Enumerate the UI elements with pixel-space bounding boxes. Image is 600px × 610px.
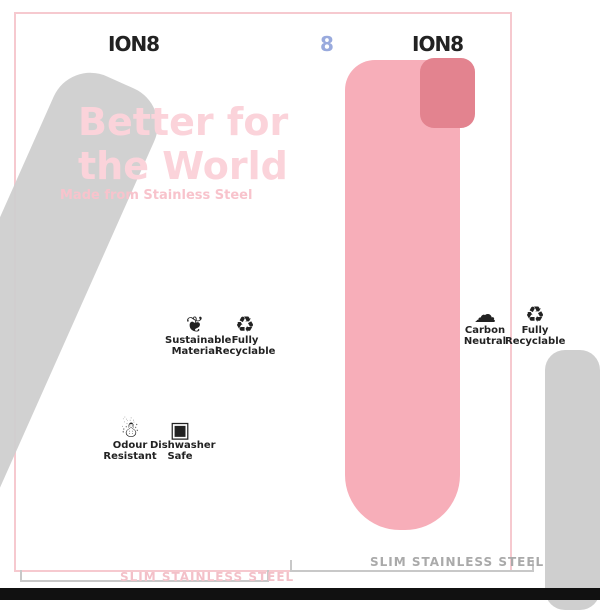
headline-subtitle: Made from Stainless Steel xyxy=(60,188,253,203)
bracket-left xyxy=(20,570,269,582)
feature-label: Odour Resistant xyxy=(103,440,157,462)
carbon-icon: ☁ xyxy=(474,303,496,328)
feature-label: Dishwasher Safe xyxy=(150,440,216,462)
brand-logo: ION8 xyxy=(108,32,160,56)
feature-item: ❦ Sustainable Material xyxy=(165,313,231,358)
recycle-icon: ♻ xyxy=(235,313,255,338)
footer-label-right: SLIM STAINLESS STEEL xyxy=(370,555,545,569)
pink-bottle-image xyxy=(345,60,460,530)
pink-bottle-cap xyxy=(420,58,475,128)
leaf-icon: ❦ xyxy=(185,313,205,338)
feature-label: Carbon Neutral xyxy=(463,325,507,347)
recycle-icon: ♻ xyxy=(525,303,545,328)
gray-bottle-image-right xyxy=(545,350,600,610)
feature-label: Fully Recyclable xyxy=(505,325,566,347)
title-line-1: Better for xyxy=(78,100,289,144)
dishwasher-icon: ▣ xyxy=(169,418,191,443)
feature-label: Sustainable Material xyxy=(165,335,232,357)
feature-item: ♻ Fully Recyclable xyxy=(505,303,566,348)
brand-logo-small: 8 xyxy=(320,32,334,56)
footer-label-left: SLIM STAINLESS STEEL xyxy=(120,570,295,584)
brand-logo-right: ION8 xyxy=(412,32,464,56)
title-line-2: the World xyxy=(78,144,288,188)
headline-title: Better for the World xyxy=(78,100,288,188)
feature-item: ☁ Carbon Neutral xyxy=(455,303,515,348)
feature-label: Fully Recyclable xyxy=(215,335,276,357)
thermometer-icon: ☃ xyxy=(120,418,140,443)
bottom-band xyxy=(0,588,600,600)
feature-item: ☃ Odour Resistant xyxy=(100,418,160,463)
feature-item: ♻ Fully Recyclable xyxy=(215,313,276,358)
feature-item: ▣ Dishwasher Safe xyxy=(150,418,216,463)
bracket-right xyxy=(290,560,534,572)
